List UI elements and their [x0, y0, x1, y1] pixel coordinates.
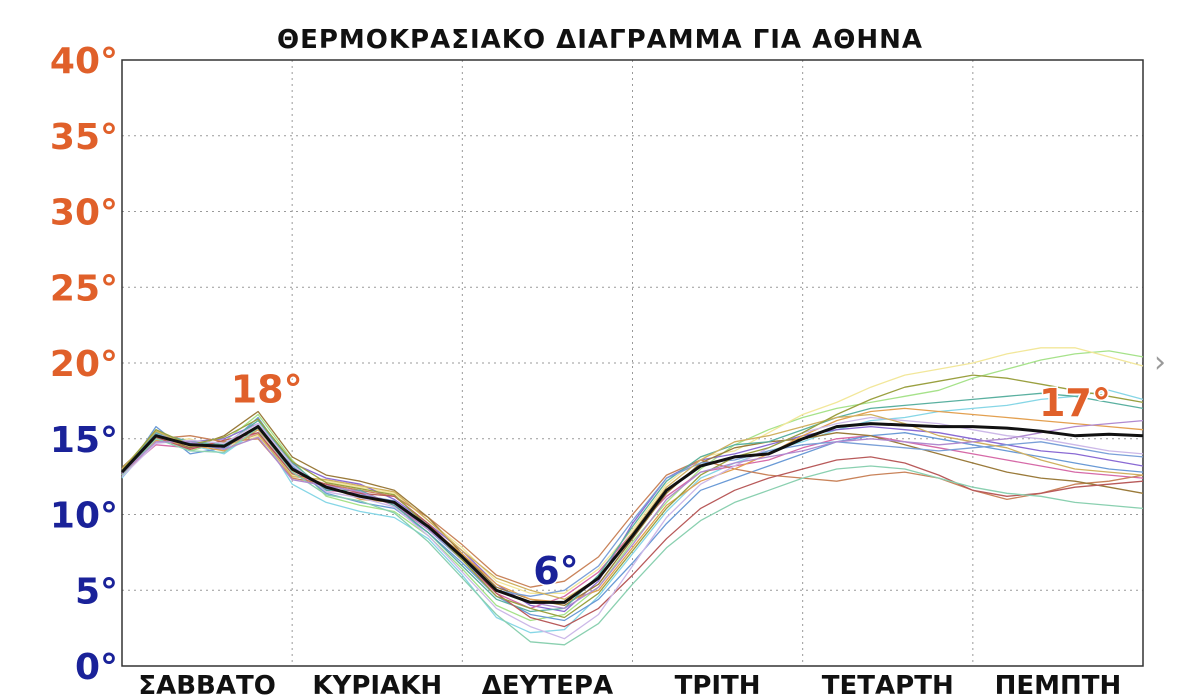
- mean-line: [120, 422, 1144, 604]
- y-tick-label: 40°: [50, 41, 118, 82]
- annotation-label: 6°: [533, 549, 578, 593]
- ensemble-line-15: [121, 427, 1144, 646]
- mean-line-group: [120, 422, 1144, 604]
- y-tick-label: 35°: [50, 117, 118, 158]
- ensemble-line-3: [121, 389, 1144, 634]
- x-tick-label: ΤΡΙΤΗ: [675, 671, 761, 698]
- ensemble-line-16: [121, 374, 1144, 619]
- next-chevron-icon[interactable]: ›: [1154, 345, 1166, 380]
- ensemble-line-8: [121, 410, 1144, 607]
- x-tick-label: ΣΑΒΒΑΤΟ: [138, 671, 275, 698]
- ensemble-line-10: [121, 392, 1144, 613]
- annotation-label: 18°: [231, 367, 303, 411]
- x-tick-label: ΔΕΥΤΕΡΑ: [482, 671, 613, 698]
- x-tick-label: ΠΕΜΠΤΗ: [995, 671, 1122, 698]
- x-axis-ticks: ΣΑΒΒΑΤΟ ΚΥΡΙΑΚΗ ΔΕΥΤΕΡΑ ΤΡΙΤΗ ΤΕΤΑΡΤΗ ΠΕΜΠΤΗ: [138, 671, 1121, 698]
- y-tick-label: 20°: [50, 344, 118, 385]
- ensemble-line-6: [121, 416, 1144, 622]
- plot-frame: [121, 59, 1144, 667]
- x-tick-label: ΚΥΡΙΑΚΗ: [312, 671, 442, 698]
- y-tick-label: 10°: [50, 496, 118, 537]
- y-tick-label: 30°: [50, 193, 118, 234]
- annotation-label: 17°: [1039, 381, 1111, 425]
- ensemble-line-2: [121, 347, 1144, 594]
- annotations: 18° 6° 17°: [229, 366, 1112, 595]
- ensemble-line-17: [121, 419, 1144, 610]
- x-tick-label: ΤΕΤΑΡΤΗ: [822, 671, 954, 698]
- y-tick-label: 15°: [50, 420, 118, 461]
- y-tick-label: 5°: [75, 571, 118, 612]
- y-tick-label: 25°: [50, 268, 118, 309]
- y-tick-label: 0°: [75, 647, 118, 688]
- ensemble-line-1: [121, 350, 1144, 622]
- ensemble-line-13: [121, 416, 1144, 640]
- chart-title: ΘΕΡΜΟΚΡΑΣΙΑΚΟ ΔΙΑΓΡΑΜΜΑ ΓΙΑ ΑΘΗΝΑ: [277, 25, 923, 55]
- y-axis-ticks: 40° 35° 30° 25° 20° 15° 10° 5° 0°: [50, 41, 118, 688]
- ensemble-line-11: [121, 432, 1144, 628]
